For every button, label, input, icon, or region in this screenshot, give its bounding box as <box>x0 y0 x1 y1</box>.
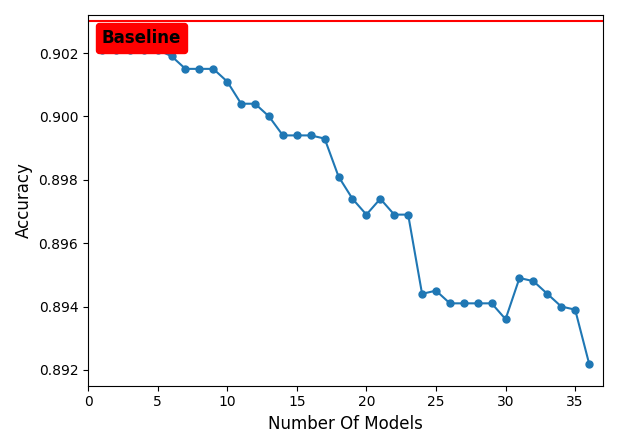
X-axis label: Number Of Models: Number Of Models <box>268 415 423 433</box>
Y-axis label: Accuracy: Accuracy <box>15 163 33 238</box>
Legend: Baseline: Baseline <box>96 23 187 53</box>
